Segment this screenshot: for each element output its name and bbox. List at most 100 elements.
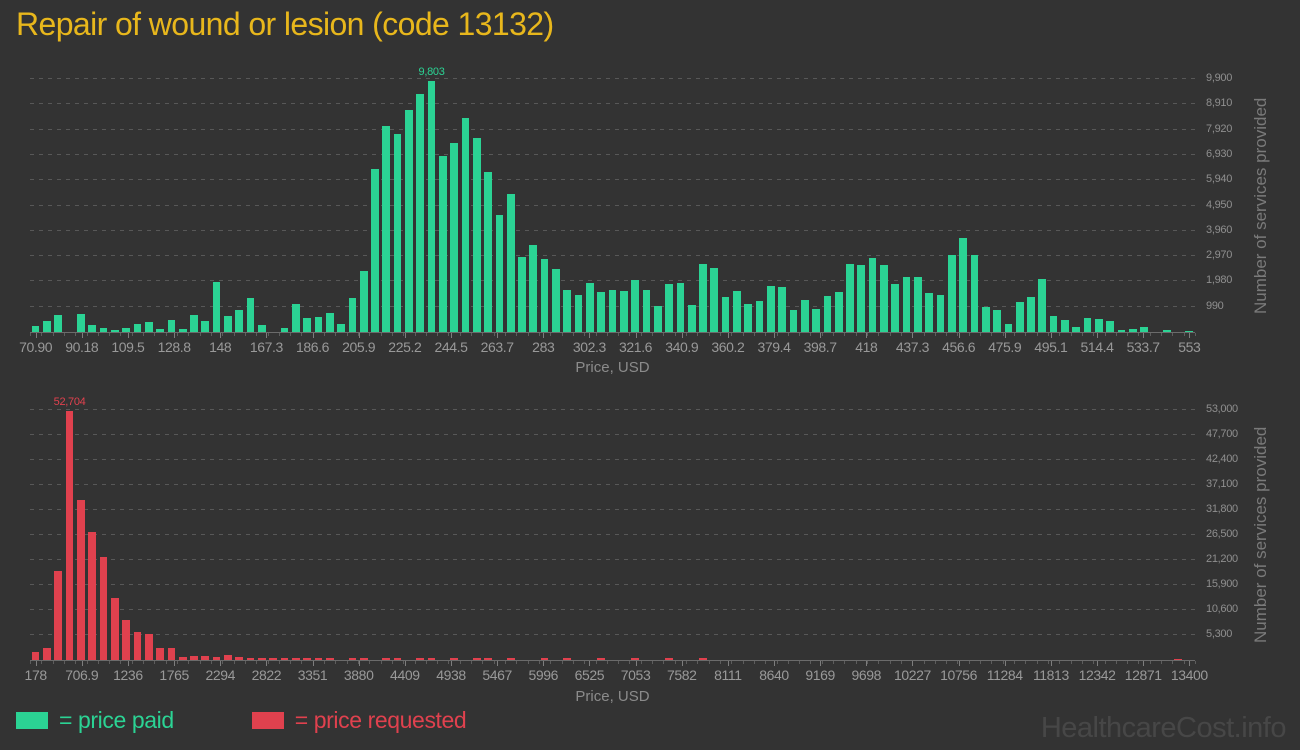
x-minor-tick (75, 333, 77, 336)
x-tick-label: 6525 (574, 667, 605, 683)
x-minor-tick (900, 333, 902, 336)
x-minor-tick (52, 333, 54, 336)
x-major-tick (450, 333, 452, 338)
bar (291, 304, 300, 332)
x-minor-tick (278, 661, 280, 664)
x-minor-tick (244, 333, 246, 336)
bar (54, 314, 63, 332)
x-minor-tick (1104, 333, 1106, 336)
bar (416, 658, 425, 660)
x-minor-tick (1047, 661, 1049, 664)
paid-y-axis-title: Number of services provided (1251, 97, 1270, 314)
x-minor-tick (210, 333, 212, 336)
x-minor-tick (165, 333, 167, 336)
x-minor-tick (425, 661, 427, 664)
bar (314, 317, 323, 332)
x-minor-tick (143, 333, 145, 336)
x-minor-tick (335, 333, 337, 336)
x-minor-tick (980, 333, 982, 336)
bar (936, 294, 945, 332)
bar (393, 133, 402, 332)
x-minor-tick (957, 333, 959, 336)
gridline (30, 609, 1195, 610)
x-minor-tick (753, 661, 755, 664)
x-minor-tick (663, 333, 665, 336)
x-major-tick (450, 661, 452, 666)
x-minor-tick (889, 661, 891, 664)
x-minor-tick (380, 661, 382, 664)
x-tick-label: 70.90 (19, 339, 53, 355)
x-tick-label: 12871 (1124, 667, 1162, 683)
x-major-tick (589, 333, 591, 338)
gridline (30, 509, 1195, 510)
bar (438, 156, 447, 332)
x-minor-tick (358, 661, 359, 664)
page-title: Repair of wound or lesion (code 13132) (16, 6, 554, 42)
bar (834, 292, 843, 332)
x-axis-line (30, 660, 1195, 661)
x-tick-label: 13400 (1170, 667, 1208, 683)
x-minor-tick (97, 661, 99, 664)
bar (246, 297, 255, 332)
x-minor-tick (459, 333, 461, 336)
gridline (30, 409, 1195, 410)
gridline (30, 559, 1195, 560)
requested-x-axis-title: Price, USD (575, 688, 650, 705)
bar (642, 290, 651, 332)
bar (902, 277, 911, 332)
bar (665, 658, 673, 660)
bar (1117, 329, 1126, 332)
y-tick-label: 15,900 (1206, 578, 1238, 590)
x-tick-label: 475.9 (988, 339, 1022, 355)
bar (190, 656, 198, 660)
x-tick-label: 12342 (1078, 667, 1116, 683)
x-major-tick (220, 661, 222, 666)
x-minor-tick (946, 661, 948, 664)
x-minor-tick (1025, 333, 1027, 336)
y-tick-label: 7,920 (1206, 122, 1233, 135)
x-major-tick (127, 333, 129, 338)
bar (258, 325, 266, 332)
x-minor-tick (1104, 661, 1106, 664)
bar (891, 283, 900, 332)
bar (1083, 318, 1092, 332)
y-tick-label: 5,940 (1206, 173, 1233, 186)
paid-plot-area: 9,803 (30, 66, 1195, 333)
x-major-tick (1189, 333, 1191, 338)
y-tick-label: 10,600 (1206, 603, 1238, 615)
x-minor-tick (550, 333, 552, 336)
bar (178, 656, 187, 660)
x-minor-tick (1127, 661, 1129, 664)
x-minor-tick (1161, 333, 1163, 336)
site-watermark: HealthcareCost.info (1040, 712, 1287, 744)
x-minor-tick (414, 333, 416, 336)
x-tick-label: 128.8 (157, 339, 191, 355)
bar (472, 658, 481, 660)
bar (1162, 330, 1171, 332)
x-tick-label: 533.7 (1126, 339, 1160, 355)
x-minor-tick (821, 333, 823, 336)
x-minor-tick (934, 661, 936, 664)
bar (619, 291, 628, 332)
bar (303, 658, 311, 660)
bar (31, 326, 40, 332)
x-major-tick (1050, 661, 1052, 666)
bar (1072, 327, 1081, 332)
x-minor-tick (86, 661, 88, 664)
x-tick-label: 437.3 (895, 339, 929, 355)
x-major-tick (312, 333, 314, 338)
bar (947, 254, 956, 332)
x-tick-label: 9169 (805, 667, 835, 683)
y-tick-label: 31,800 (1206, 503, 1238, 515)
x-minor-tick (686, 661, 688, 664)
x-tick-label: 3880 (343, 667, 374, 683)
x-minor-tick (618, 333, 620, 336)
bar (359, 270, 368, 332)
bar (348, 658, 357, 660)
x-tick-label: 8111 (714, 667, 742, 683)
x-minor-tick (256, 661, 258, 664)
bar (484, 171, 492, 332)
x-minor-tick (233, 333, 235, 336)
x-minor-tick (878, 661, 880, 664)
legend-requested-label: = price requested (294, 707, 467, 733)
